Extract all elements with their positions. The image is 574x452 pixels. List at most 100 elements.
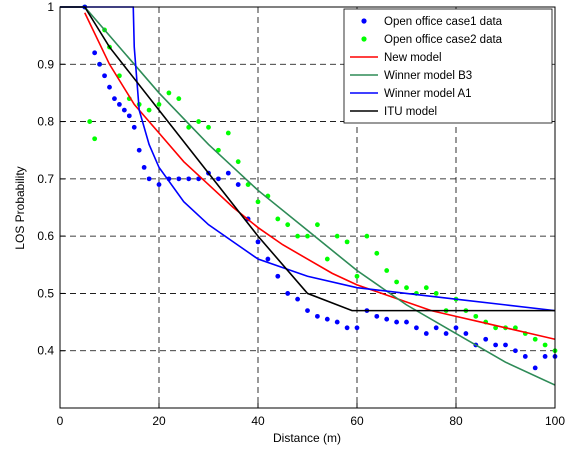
data-point bbox=[384, 316, 390, 322]
y-axis-title: LOS Probability bbox=[13, 166, 27, 249]
x-tick-label: 60 bbox=[350, 414, 364, 428]
data-point bbox=[225, 170, 231, 176]
line-new-model bbox=[84, 12, 556, 341]
data-point bbox=[285, 291, 291, 296]
data-point bbox=[225, 130, 231, 136]
legend-label: New model bbox=[384, 52, 442, 64]
data-point bbox=[423, 331, 429, 336]
data-point bbox=[186, 176, 192, 182]
data-point bbox=[532, 365, 538, 371]
data-point bbox=[121, 107, 127, 113]
line-winner-model-a1 bbox=[60, 6, 556, 312]
data-point bbox=[354, 273, 360, 279]
data-point bbox=[324, 256, 330, 262]
data-point bbox=[92, 50, 98, 56]
model-lines-layer bbox=[60, 6, 556, 386]
data-point bbox=[423, 285, 429, 291]
data-point bbox=[453, 325, 459, 331]
data-point bbox=[315, 313, 320, 319]
legend-label: ITU model bbox=[384, 106, 437, 118]
data-point bbox=[305, 308, 310, 314]
data-point bbox=[394, 279, 399, 285]
data-point bbox=[334, 319, 340, 325]
data-point bbox=[513, 348, 518, 354]
data-point bbox=[216, 147, 221, 153]
data-point bbox=[433, 291, 439, 296]
x-axis-title: Distance (m) bbox=[273, 431, 341, 445]
data-point bbox=[295, 296, 300, 302]
data-point bbox=[176, 176, 182, 182]
data-point bbox=[92, 136, 98, 142]
x-tick-label: 20 bbox=[152, 414, 166, 428]
data-point bbox=[117, 101, 122, 107]
data-point bbox=[196, 176, 202, 182]
data-point bbox=[97, 61, 102, 67]
data-point bbox=[146, 176, 152, 182]
data-point bbox=[364, 233, 370, 239]
line-itu-model bbox=[60, 6, 555, 312]
x-tick-label: 80 bbox=[449, 414, 463, 428]
data-point bbox=[542, 342, 548, 348]
data-point bbox=[384, 268, 390, 273]
y-tick-label: 0.5 bbox=[37, 286, 54, 300]
y-tick-label: 1 bbox=[47, 0, 54, 14]
data-point bbox=[374, 313, 380, 319]
data-point bbox=[166, 90, 172, 96]
legend-label: Open office case2 data bbox=[384, 34, 503, 46]
data-point bbox=[503, 342, 508, 348]
data-point bbox=[156, 101, 162, 107]
data-point bbox=[255, 239, 261, 245]
data-point bbox=[285, 222, 291, 228]
data-point bbox=[344, 239, 350, 245]
data-point bbox=[176, 96, 182, 102]
data-point bbox=[344, 325, 350, 331]
data-point bbox=[493, 342, 498, 348]
data-point bbox=[196, 119, 202, 124]
data-point bbox=[235, 159, 241, 165]
y-tick-label: 0.6 bbox=[37, 229, 54, 243]
data-point bbox=[542, 354, 548, 359]
data-point bbox=[112, 96, 117, 102]
x-tick-label: 40 bbox=[251, 414, 265, 428]
data-point bbox=[295, 233, 300, 239]
x-tick-label: 0 bbox=[57, 414, 64, 428]
data-point bbox=[443, 331, 449, 336]
data-point bbox=[374, 250, 380, 256]
data-point bbox=[107, 84, 112, 90]
legend-label: Winner model B3 bbox=[384, 70, 472, 82]
legend-marker bbox=[361, 18, 367, 24]
data-point bbox=[414, 325, 419, 331]
y-tick-label: 0.7 bbox=[37, 172, 54, 186]
legend-label: Winner model A1 bbox=[384, 88, 472, 100]
data-point bbox=[315, 222, 320, 228]
data-point bbox=[522, 354, 528, 359]
data-point bbox=[473, 313, 479, 319]
data-point bbox=[102, 73, 107, 79]
data-point bbox=[265, 256, 271, 262]
data-point bbox=[126, 113, 132, 119]
data-point bbox=[324, 316, 330, 322]
data-point bbox=[483, 336, 489, 342]
data-point bbox=[275, 273, 281, 279]
data-point bbox=[141, 165, 147, 170]
data-point bbox=[136, 147, 142, 153]
data-point bbox=[245, 182, 251, 187]
data-point bbox=[87, 119, 93, 124]
legend-box bbox=[343, 8, 553, 124]
data-point bbox=[463, 331, 469, 336]
data-point bbox=[354, 325, 360, 331]
data-point bbox=[305, 233, 310, 239]
y-tick-label: 0.9 bbox=[37, 57, 54, 71]
y-tick-label: 0.4 bbox=[37, 344, 54, 358]
data-point bbox=[404, 285, 409, 291]
data-point bbox=[275, 216, 281, 222]
data-point bbox=[255, 199, 261, 205]
plot-frame bbox=[59, 6, 556, 409]
data-point bbox=[131, 124, 137, 130]
data-point bbox=[334, 233, 340, 239]
data-point bbox=[146, 107, 152, 113]
axis-ticks: 0 20 40 60 80 100 0.4 0.5 0.6 0.7 0.8 0.9 1 bbox=[37, 0, 565, 428]
y-tick-label: 0.8 bbox=[37, 115, 54, 129]
line-winner-model-b3 bbox=[60, 6, 556, 386]
